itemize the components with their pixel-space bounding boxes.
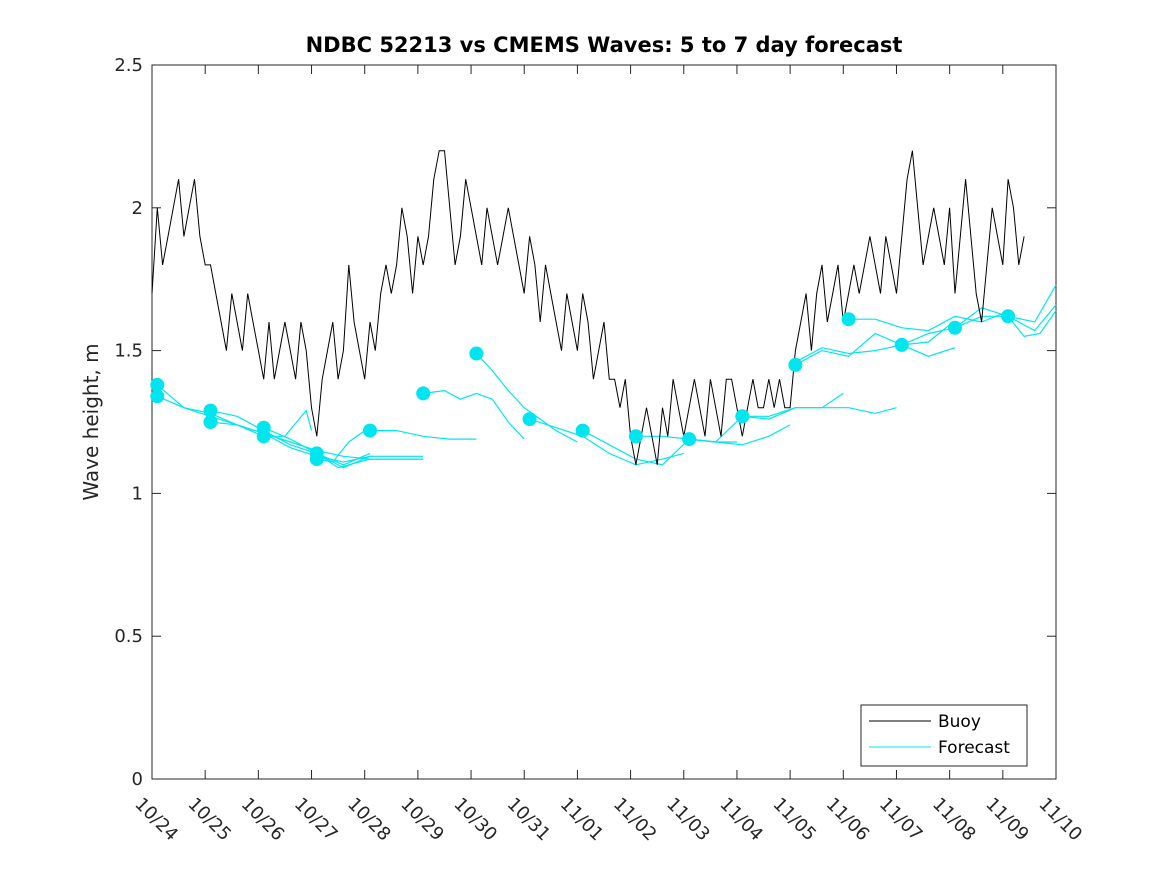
forecast-marker <box>203 403 218 418</box>
forecast-line <box>210 409 313 437</box>
forecast-marker <box>363 423 377 438</box>
forecast-marker <box>522 412 537 427</box>
forecast-marker <box>469 346 484 361</box>
forecast-line <box>901 304 1057 346</box>
forecast-marker <box>841 312 856 327</box>
forecast-marker <box>416 386 431 401</box>
forecast-marker <box>203 415 218 429</box>
forecast-line <box>795 324 950 366</box>
plot-area <box>151 64 1057 780</box>
chart-title: NDBC 52213 vs CMEMS Waves: 5 to 7 day fo… <box>306 33 903 57</box>
forecast-marker <box>575 423 590 438</box>
y-tick-label: 2 <box>132 198 143 219</box>
forecast-line <box>370 430 477 440</box>
forecast-line <box>475 353 578 443</box>
buoy-line <box>151 150 1025 465</box>
forecast-marker <box>788 357 803 372</box>
forecast-marker <box>1001 309 1016 324</box>
forecast-line <box>316 452 424 469</box>
y-tick-label: 2.5 <box>114 55 143 76</box>
legend: Buoy Forecast <box>860 704 1028 767</box>
legend-forecast-label: Forecast <box>938 738 1010 758</box>
y-axis-label: Wave height, m <box>79 343 103 500</box>
series-layer <box>150 150 1057 469</box>
forecast-marker <box>628 429 643 444</box>
legend-buoy-label: Buoy <box>938 712 981 732</box>
y-tick-label: 1.5 <box>114 341 143 362</box>
forecast-marker <box>256 429 271 444</box>
forecast-line <box>316 430 366 463</box>
forecast-line <box>795 344 956 363</box>
forecast-marker <box>735 409 750 424</box>
forecast-marker <box>682 432 697 447</box>
forecast-marker <box>309 452 324 467</box>
y-tick-label: 0.5 <box>114 626 143 647</box>
y-axis: 0 0.5 1 1.5 2 2.5 <box>114 55 1056 790</box>
forecast-marker <box>894 337 909 352</box>
forecast-line <box>529 418 684 466</box>
forecast-marker <box>150 377 165 392</box>
y-tick-label: 0 <box>132 769 143 790</box>
legend-box <box>860 704 1028 767</box>
forecast-line <box>1007 310 1057 337</box>
forecast-marker <box>948 320 962 335</box>
forecast-marker <box>150 389 165 404</box>
forecast-line <box>742 407 897 417</box>
forecast-line <box>423 389 525 440</box>
y-tick-label: 1 <box>132 483 143 504</box>
